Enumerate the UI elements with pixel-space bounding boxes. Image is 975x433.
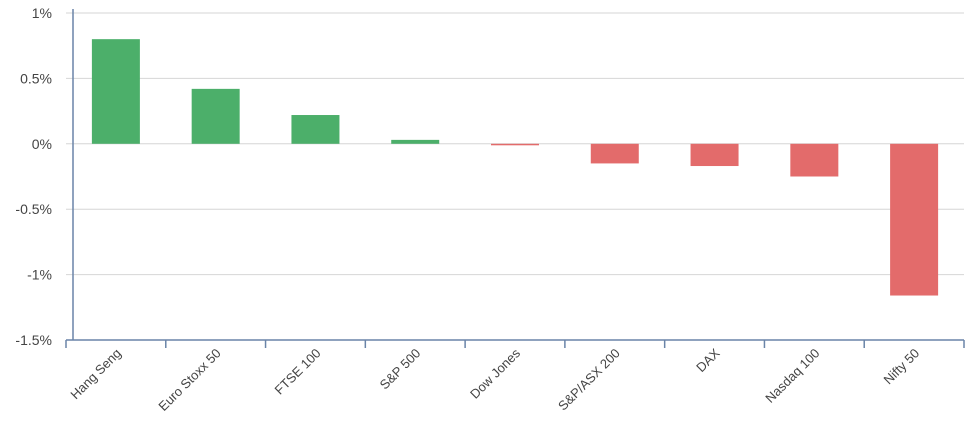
bar: [191, 88, 240, 144]
axes: [65, 9, 965, 348]
bar: [291, 115, 340, 144]
bar: [790, 143, 839, 177]
x-tick-label: Dow Jones: [467, 345, 523, 401]
y-tick-label: 0.5%: [20, 70, 52, 86]
x-tick-label: S&P 500: [377, 346, 424, 393]
y-tick-label: -1.5%: [15, 332, 52, 348]
bar: [690, 143, 739, 167]
x-tick-label: Nasdaq 100: [762, 346, 822, 406]
y-tick-label: -0.5%: [15, 201, 52, 217]
bar: [890, 143, 939, 296]
x-tick-label: FTSE 100: [272, 346, 324, 398]
x-tick-label: Nifty 50: [880, 346, 922, 388]
bar: [91, 39, 140, 144]
x-tick-labels: Hang Seng Euro Stoxx 50 FTSE 100 S&P 500 Dow…: [67, 345, 922, 414]
x-tick-label: Hang Seng: [67, 346, 124, 403]
y-tick-label: -1%: [27, 267, 52, 283]
x-tick-label: DAX: [693, 345, 723, 375]
bar: [590, 143, 639, 164]
x-tick-label: Euro Stoxx 50: [155, 346, 223, 414]
y-tick-label: 1%: [32, 5, 52, 21]
bar: [391, 139, 440, 144]
y-tick-labels: 1% 0.5% 0% -0.5% -1% -1.5%: [15, 5, 52, 348]
bars: [91, 39, 939, 296]
y-tick-label: 0%: [32, 136, 52, 152]
bar: [491, 143, 539, 146]
x-tick-label: S&P/ASX 200: [555, 346, 623, 414]
